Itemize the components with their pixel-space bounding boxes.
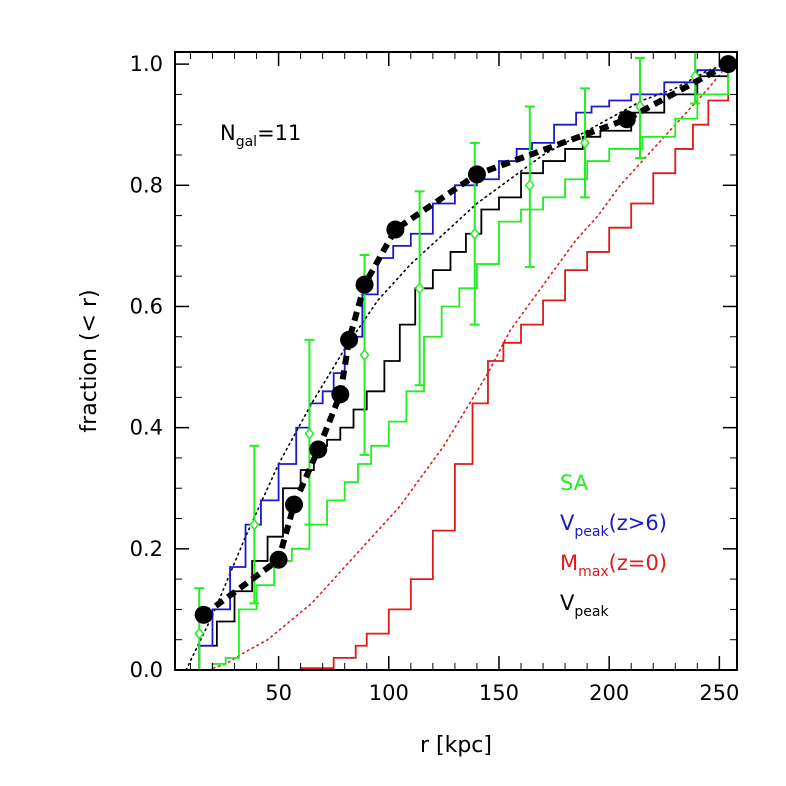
diamond-point bbox=[194, 627, 205, 640]
x-tick-label: 150 bbox=[479, 681, 519, 705]
ngal-sub: gal bbox=[236, 134, 257, 150]
y-tick-label: 0.8 bbox=[130, 173, 163, 197]
diamond-point bbox=[249, 518, 260, 531]
x-tick-label: 50 bbox=[265, 681, 292, 705]
series-layer bbox=[175, 51, 738, 671]
x-tick-label: 100 bbox=[369, 681, 409, 705]
ticks-layer: 50 100 150 200 250 0.0 0.2 0.4 0.6 0.8 1.0 bbox=[130, 52, 739, 705]
legend-main: V bbox=[560, 591, 575, 615]
legend-sub: peak bbox=[574, 524, 609, 540]
y-tick-label: 0.4 bbox=[130, 416, 163, 440]
observed-point bbox=[340, 330, 359, 349]
legend-main: SA bbox=[560, 471, 589, 495]
series-line bbox=[199, 64, 730, 671]
observed-point bbox=[467, 165, 486, 184]
ngal-main: N bbox=[220, 121, 236, 145]
diamond-point bbox=[359, 348, 370, 362]
legend-main: V bbox=[560, 511, 575, 535]
legend-rest: (z>6) bbox=[609, 511, 667, 535]
legend-entry: Vpeak bbox=[560, 591, 609, 620]
ngal-annotation: Ngal=11 bbox=[220, 121, 301, 150]
diamond-point bbox=[414, 282, 425, 295]
y-tick-label: 0.6 bbox=[130, 294, 163, 318]
observed-point bbox=[355, 275, 374, 294]
diamond-point bbox=[524, 179, 535, 192]
legend-main: M bbox=[560, 551, 578, 575]
plot-frame bbox=[174, 51, 738, 671]
observed-point bbox=[386, 220, 405, 239]
series-dotted-line bbox=[207, 63, 729, 671]
legend-entry: Vpeak(z>6) bbox=[560, 511, 667, 540]
legend-rest: (z=0) bbox=[609, 551, 667, 575]
diamond-point bbox=[469, 227, 480, 240]
observed-point bbox=[331, 385, 350, 404]
series-line bbox=[186, 64, 730, 671]
x-tick-label: 250 bbox=[699, 681, 739, 705]
observed-point bbox=[285, 495, 304, 514]
observed-point bbox=[309, 440, 328, 459]
legend-sub: max bbox=[578, 564, 609, 580]
series-dotted-line bbox=[185, 63, 729, 671]
ngal-rest: =11 bbox=[257, 121, 301, 145]
legend-sub: peak bbox=[574, 604, 609, 620]
series-line bbox=[271, 64, 730, 671]
diamond-point bbox=[304, 427, 315, 440]
x-axis-title: r [kpc] bbox=[420, 733, 492, 758]
y-tick-label: 0.0 bbox=[130, 658, 163, 682]
observed-point bbox=[617, 110, 636, 129]
series-line bbox=[175, 64, 730, 671]
legend-entry: Mmax(z=0) bbox=[560, 551, 667, 580]
observed-point bbox=[269, 550, 288, 569]
y-axis-title: fraction (< r) bbox=[77, 289, 102, 432]
y-tick-label: 0.2 bbox=[130, 537, 163, 561]
diamond-point bbox=[579, 136, 590, 150]
legend-entry: SA bbox=[560, 471, 589, 495]
y-tick-label: 1.0 bbox=[130, 52, 163, 76]
observed-point bbox=[194, 605, 213, 624]
x-tick-label: 200 bbox=[589, 681, 629, 705]
